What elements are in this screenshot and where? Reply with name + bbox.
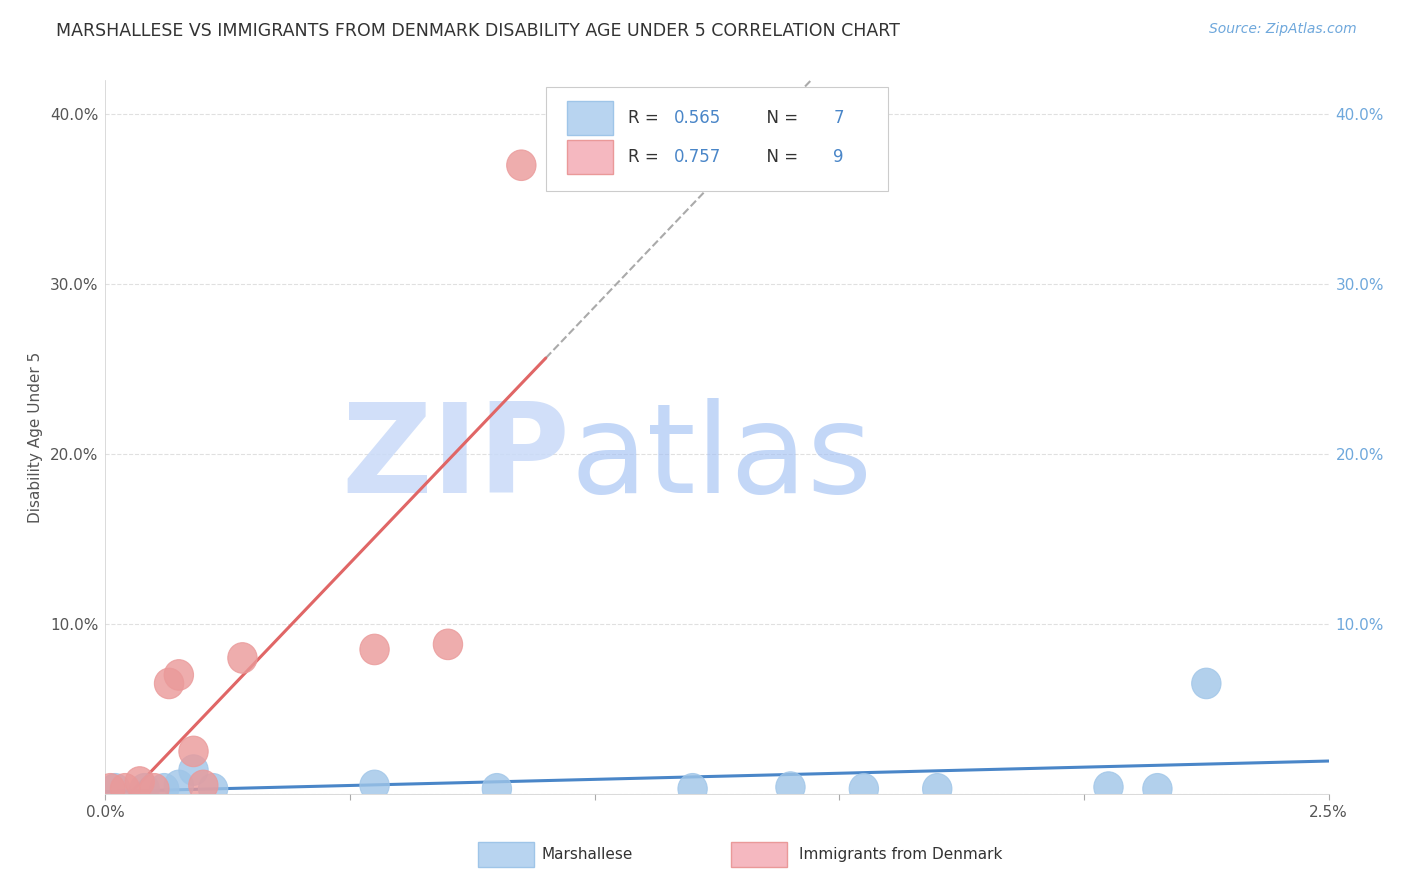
Text: Marshallese: Marshallese	[541, 847, 633, 862]
Text: ZIP: ZIP	[342, 398, 571, 519]
Ellipse shape	[129, 773, 159, 804]
Ellipse shape	[139, 773, 169, 804]
Text: 0.757: 0.757	[675, 148, 721, 166]
Ellipse shape	[179, 736, 208, 767]
Ellipse shape	[179, 755, 208, 785]
Text: 7: 7	[834, 109, 844, 127]
FancyBboxPatch shape	[546, 87, 889, 191]
Ellipse shape	[776, 772, 806, 803]
Text: N =: N =	[756, 109, 804, 127]
Ellipse shape	[110, 773, 139, 804]
Ellipse shape	[125, 767, 155, 797]
Ellipse shape	[1192, 668, 1220, 698]
Ellipse shape	[360, 634, 389, 665]
Text: N =: N =	[756, 148, 804, 166]
Y-axis label: Disability Age Under 5: Disability Age Under 5	[28, 351, 44, 523]
Text: Immigrants from Denmark: Immigrants from Denmark	[799, 847, 1002, 862]
Ellipse shape	[922, 773, 952, 804]
FancyBboxPatch shape	[567, 101, 613, 136]
Ellipse shape	[228, 642, 257, 673]
Ellipse shape	[482, 773, 512, 804]
Text: atlas: atlas	[571, 398, 872, 519]
Ellipse shape	[433, 629, 463, 660]
FancyBboxPatch shape	[567, 139, 613, 174]
Text: 9: 9	[834, 148, 844, 166]
Ellipse shape	[165, 770, 194, 801]
Ellipse shape	[96, 773, 125, 804]
Ellipse shape	[165, 660, 194, 690]
Text: 0.565: 0.565	[675, 109, 721, 127]
Ellipse shape	[188, 770, 218, 801]
Ellipse shape	[1143, 773, 1173, 804]
Ellipse shape	[849, 773, 879, 804]
Ellipse shape	[678, 773, 707, 804]
Text: Source: ZipAtlas.com: Source: ZipAtlas.com	[1209, 22, 1357, 37]
Ellipse shape	[101, 773, 129, 804]
Ellipse shape	[506, 150, 536, 180]
Ellipse shape	[155, 668, 184, 698]
Ellipse shape	[149, 773, 179, 804]
Ellipse shape	[360, 770, 389, 801]
Ellipse shape	[198, 773, 228, 804]
Text: R =: R =	[627, 109, 664, 127]
Ellipse shape	[1094, 772, 1123, 803]
Text: R =: R =	[627, 148, 664, 166]
Text: MARSHALLESE VS IMMIGRANTS FROM DENMARK DISABILITY AGE UNDER 5 CORRELATION CHART: MARSHALLESE VS IMMIGRANTS FROM DENMARK D…	[56, 22, 900, 40]
